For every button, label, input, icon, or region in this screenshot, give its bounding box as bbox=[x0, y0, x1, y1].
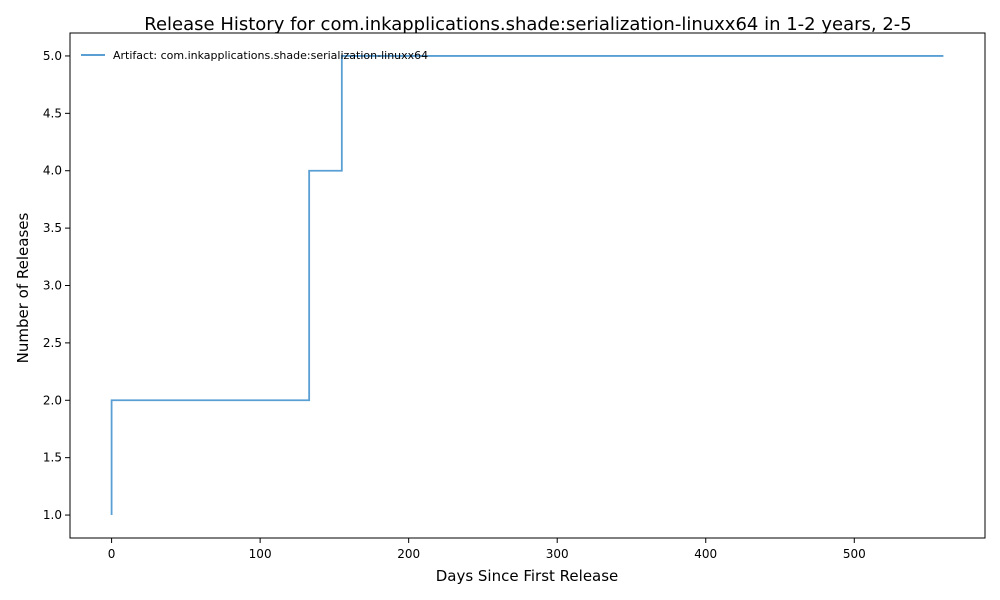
x-tick-label: 400 bbox=[694, 547, 717, 561]
y-tick-label: 4.5 bbox=[43, 106, 62, 120]
y-tick-label: 5.0 bbox=[43, 49, 62, 63]
plot-frame bbox=[69, 32, 986, 539]
y-tick-label: 3.5 bbox=[43, 221, 62, 235]
y-tick-label: 3.0 bbox=[43, 279, 62, 293]
legend-entry: Artifact: com.inkapplications.shade:seri… bbox=[113, 49, 428, 62]
y-tick-label: 1.5 bbox=[43, 451, 62, 465]
chart-title: Release History for com.inkapplications.… bbox=[144, 14, 911, 35]
x-axis-ticks: 0 100 200 300 400 500 bbox=[108, 538, 866, 561]
y-axis-ticks: 1.0 1.5 2.0 2.5 3.0 3.5 4.0 4.5 5.0 bbox=[43, 49, 70, 522]
y-tick-label: 1.0 bbox=[43, 508, 62, 522]
x-tick-label: 200 bbox=[397, 547, 420, 561]
series-line bbox=[110, 55, 944, 516]
x-tick-label: 0 bbox=[108, 547, 116, 561]
x-tick-label: 100 bbox=[249, 547, 272, 561]
x-axis-label: Days Since First Release bbox=[436, 567, 619, 585]
y-tick-label: 4.0 bbox=[43, 164, 62, 178]
legend: Artifact: com.inkapplications.shade:seri… bbox=[81, 49, 428, 62]
y-axis-label: Number of Releases bbox=[14, 212, 32, 363]
series-layer bbox=[110, 55, 944, 516]
y-tick-label: 2.0 bbox=[43, 393, 62, 407]
x-tick-label: 300 bbox=[546, 547, 569, 561]
y-tick-label: 2.5 bbox=[43, 336, 62, 350]
x-tick-label: 500 bbox=[843, 547, 866, 561]
